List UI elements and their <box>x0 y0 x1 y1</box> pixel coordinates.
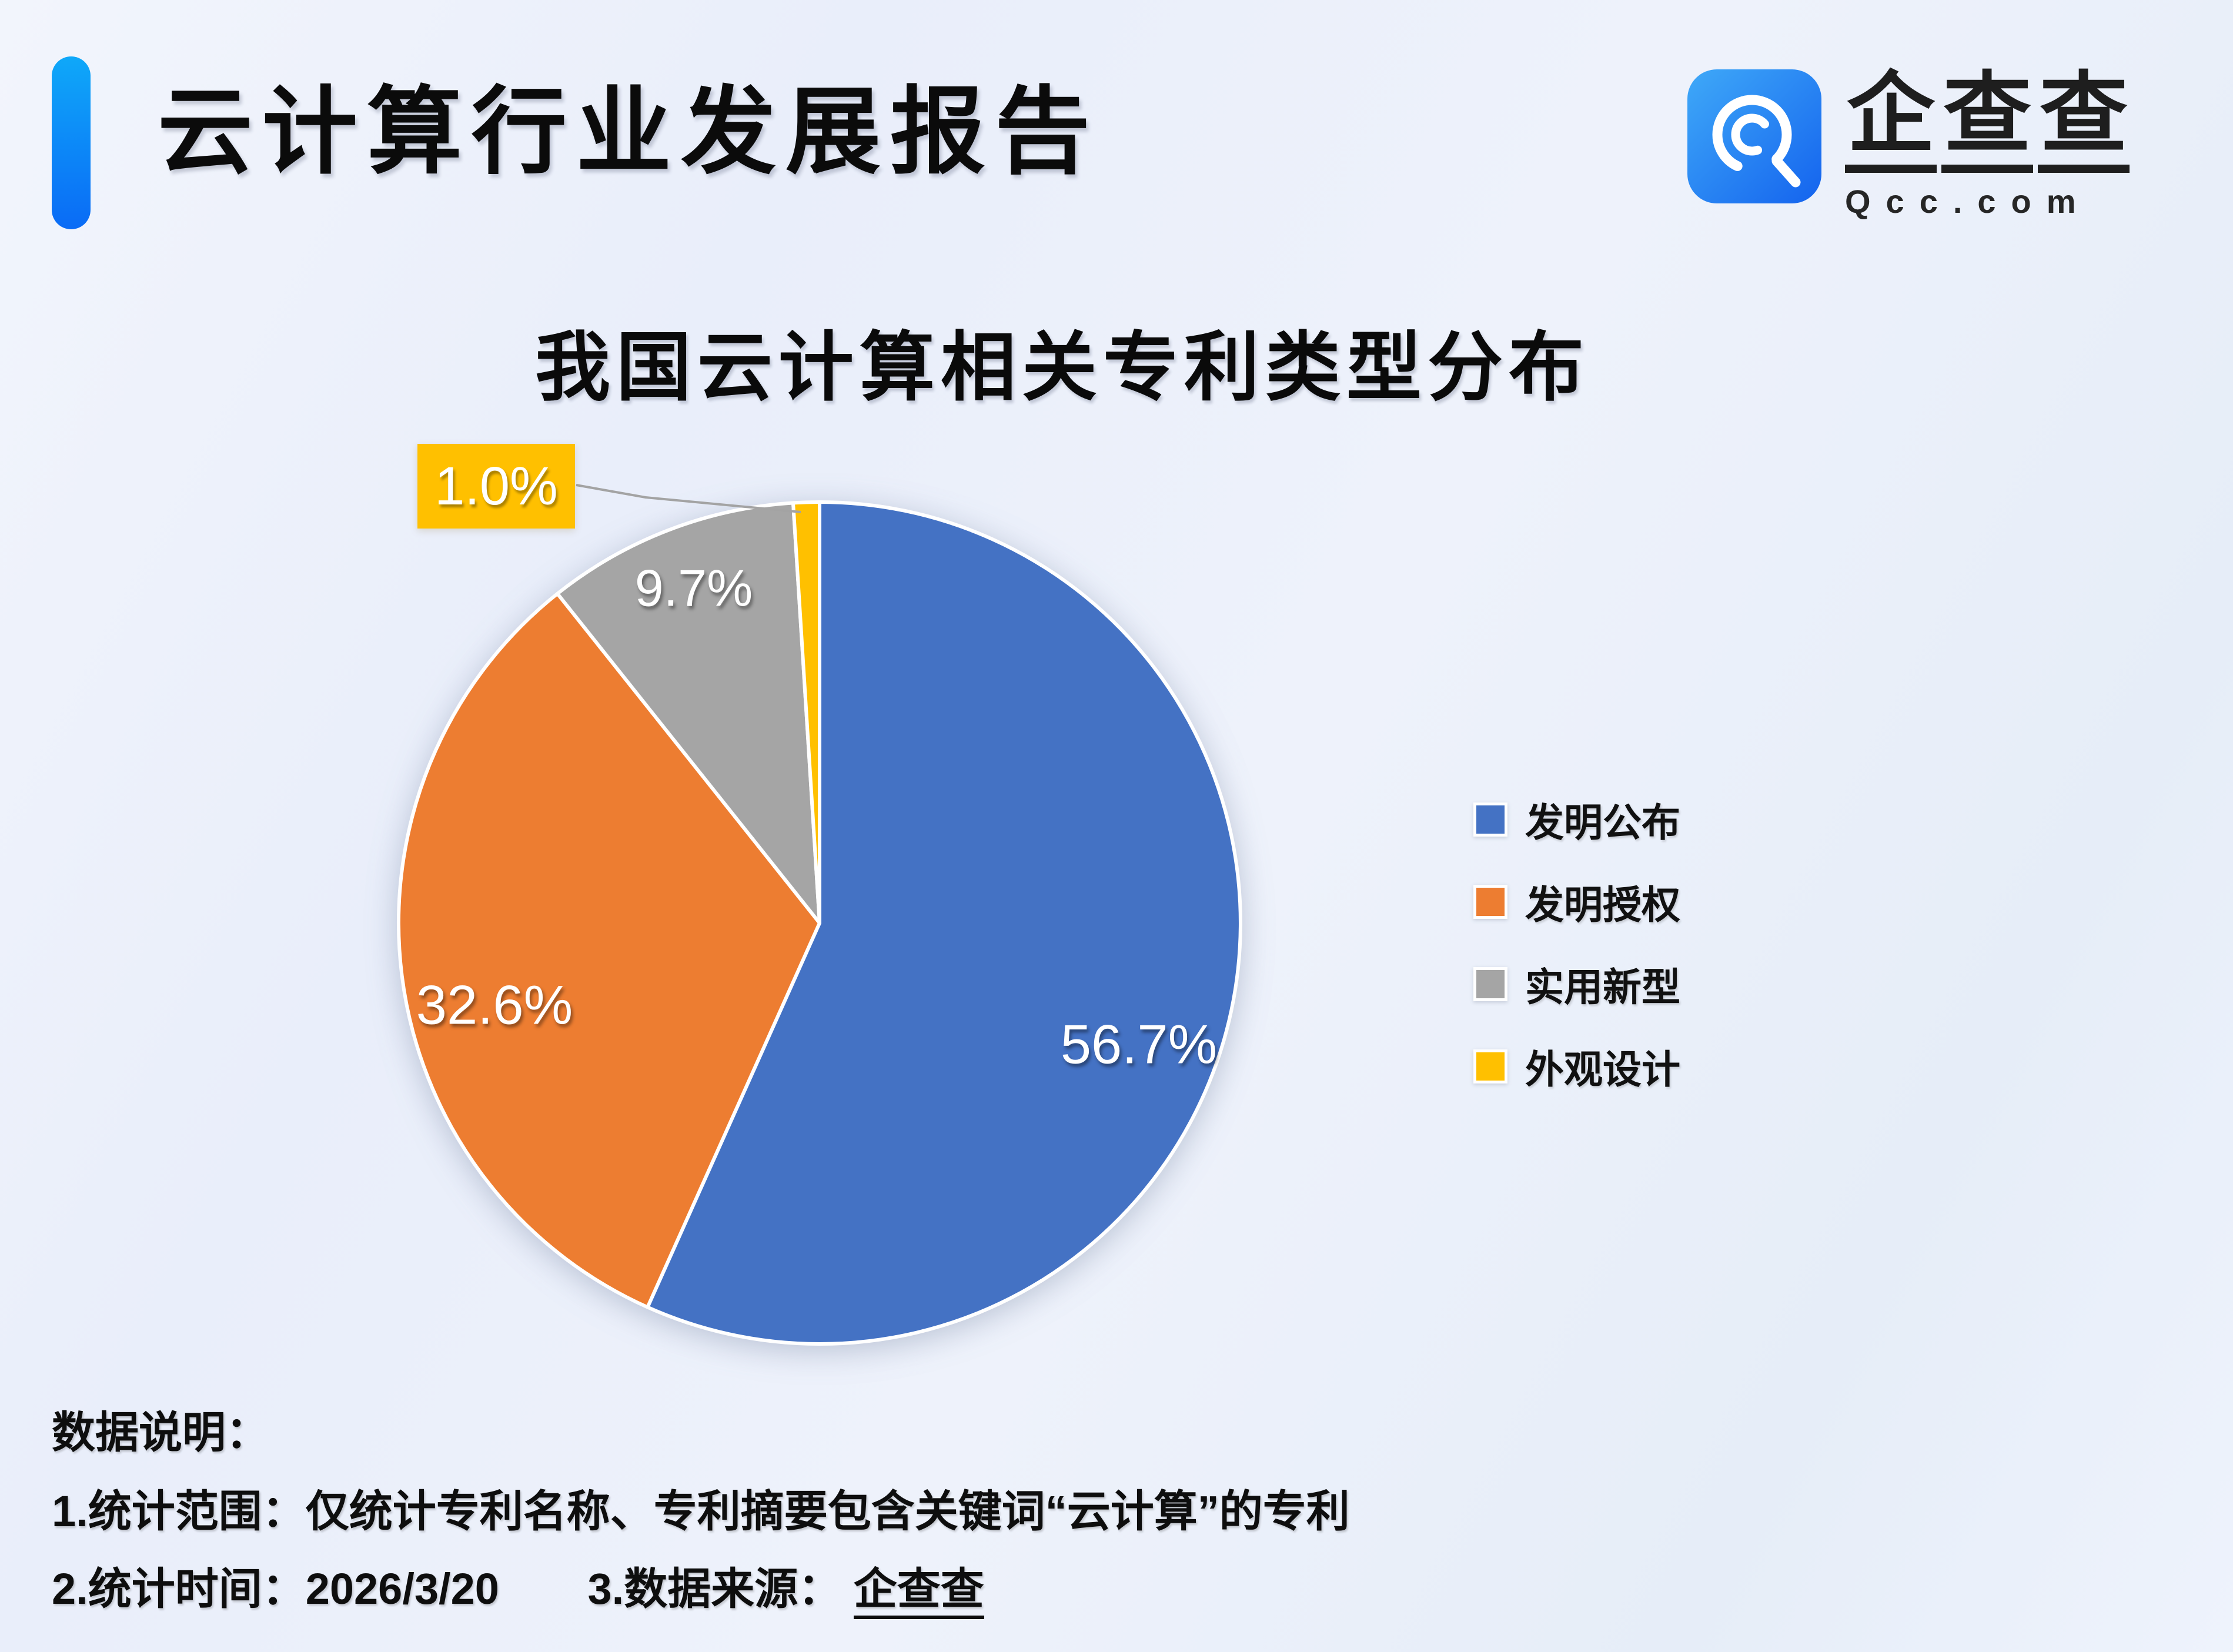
logo-domain: Qcc.com <box>1845 183 2091 220</box>
legend-label: 外观设计 <box>1525 1048 1680 1091</box>
title-accent-bar <box>52 56 91 229</box>
chart-title: 我国云计算相关专利类型分布 <box>534 326 1590 410</box>
legend-swatch <box>1473 1049 1507 1084</box>
logo-char: 查 <box>1941 69 2034 173</box>
legend-swatch <box>1473 802 1507 837</box>
pie-slice-发明授权 <box>396 591 821 1309</box>
legend-item: 发明公布 <box>1473 800 1680 844</box>
note-time: 2.统计时间：2026/3/20 <box>52 1564 499 1613</box>
legend-item: 发明授权 <box>1473 882 1680 927</box>
logo-brand-name: 企查查 <box>1845 64 2134 173</box>
pie-slice-发明公布 <box>646 500 1242 1346</box>
legend: 发明公布发明授权实用新型外观设计 <box>1473 800 1680 1129</box>
slice-value-label: 9.7% <box>635 559 753 617</box>
legend-swatch <box>1473 885 1507 919</box>
legend-label: 发明授权 <box>1525 883 1680 927</box>
pie-slice-外观设计 <box>791 500 821 925</box>
legend-item: 外观设计 <box>1473 1046 1680 1091</box>
notes-heading: 数据说明： <box>52 1408 269 1457</box>
callout-leader-line <box>576 484 801 513</box>
qcc-logo: 企查查 Qcc.com <box>1687 69 2134 220</box>
legend-label: 实用新型 <box>1525 965 1680 1009</box>
pie-slice-实用新型 <box>556 501 821 925</box>
callout-label: 1.0% <box>417 444 575 529</box>
slice-value-label: 56.7% <box>1061 1014 1218 1075</box>
slice-value-label: 32.6% <box>416 974 573 1036</box>
logo-char: 企 <box>1845 69 1937 173</box>
page-title: 云计算行业发展报告 <box>158 79 1099 185</box>
qcc-q-logo-icon <box>1687 69 1821 203</box>
logo-char: 查 <box>2038 69 2130 173</box>
note-source-label: 3.数据来源： <box>587 1564 842 1613</box>
logo-text-block: 企查查 Qcc.com <box>1845 69 2134 220</box>
legend-label: 发明公布 <box>1525 801 1680 844</box>
legend-item: 实用新型 <box>1473 964 1680 1009</box>
legend-swatch <box>1473 967 1507 1001</box>
note-scope: 1.统计范围：仅统计专利名称、专利摘要包含关键词“云计算”的专利 <box>52 1487 1350 1536</box>
note-time-source: 2.统计时间：2026/3/20 3.数据来源： 企查查 <box>52 1564 984 1619</box>
note-source-name: 企查查 <box>853 1564 984 1619</box>
